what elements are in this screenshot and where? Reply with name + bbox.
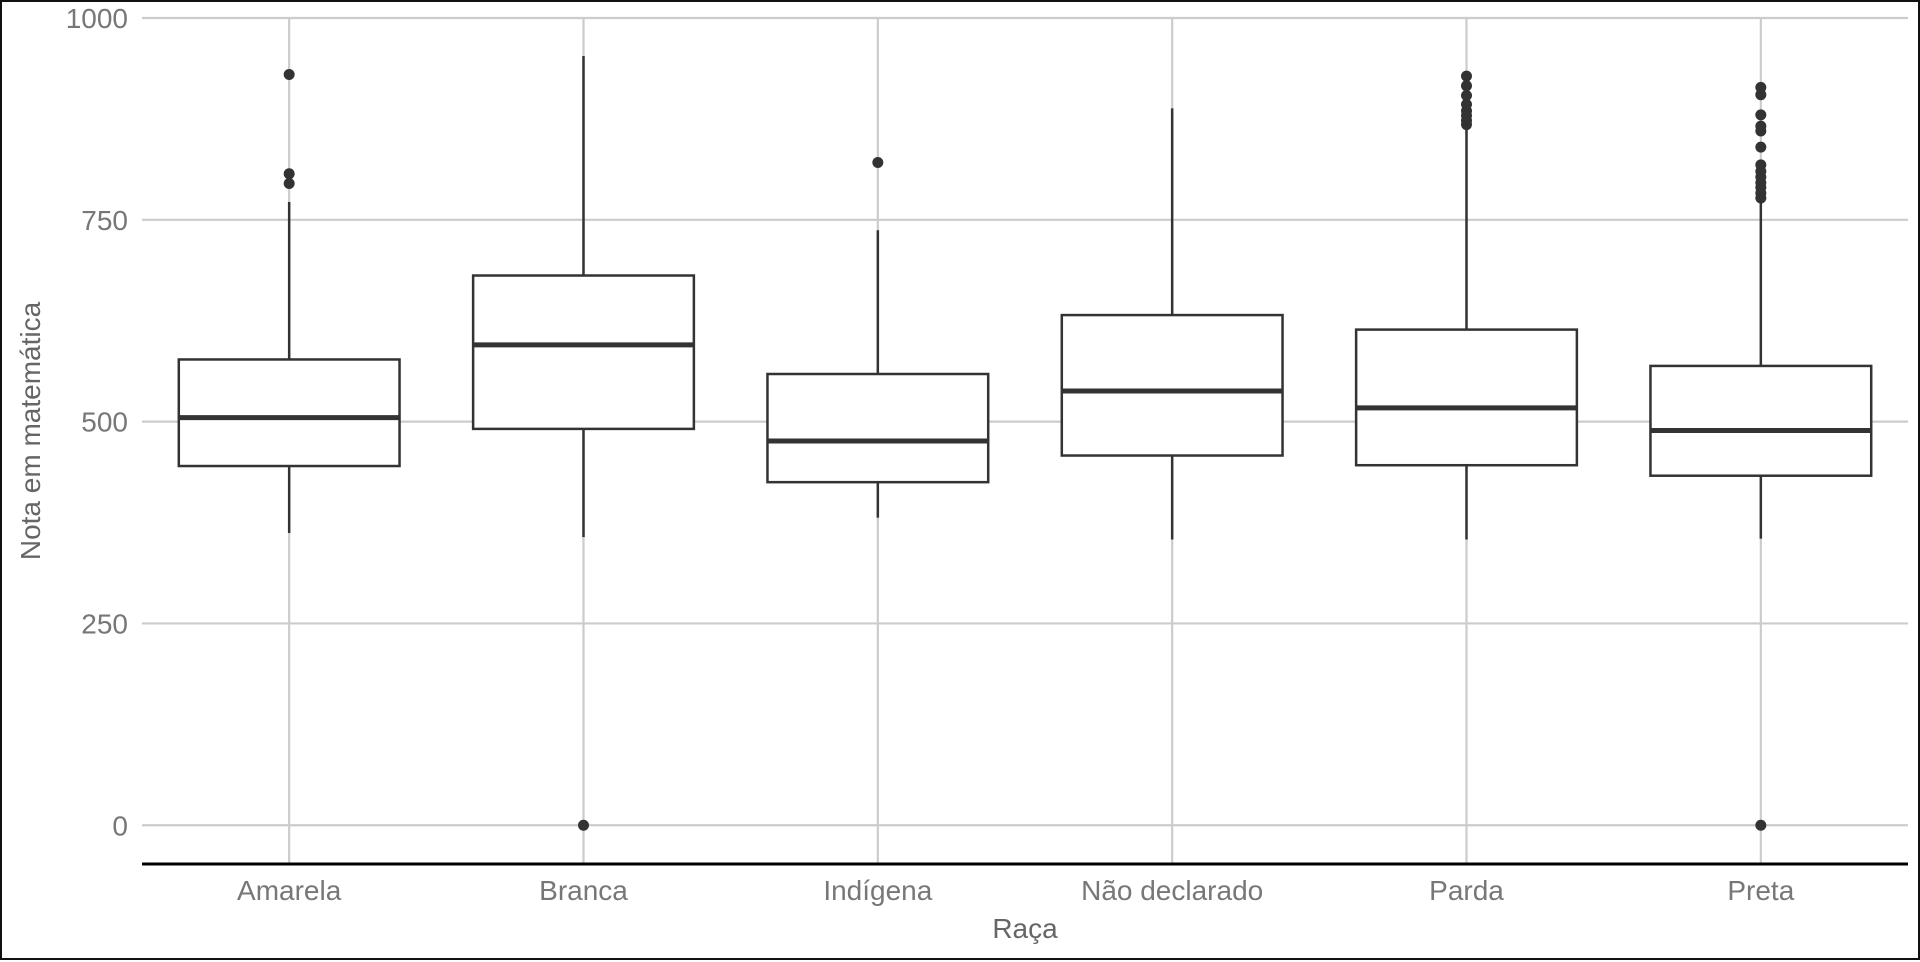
x-axis-title: Raça xyxy=(992,913,1058,944)
y-tick-label: 500 xyxy=(81,407,128,438)
outlier-point xyxy=(1461,80,1472,92)
box-iqr xyxy=(1060,313,1284,457)
outlier-point xyxy=(872,156,884,168)
x-tick-label: Não declarado xyxy=(1081,875,1263,906)
box-iqr xyxy=(177,358,401,468)
x-tick-label: Amarela xyxy=(237,875,342,906)
y-axis-title: Nota em matemática xyxy=(15,301,46,560)
y-tick-label: 0 xyxy=(112,810,128,841)
y-tick-label: 750 xyxy=(81,205,128,236)
outlier-point xyxy=(283,69,295,81)
outlier-point xyxy=(283,177,295,189)
outlier-point xyxy=(1755,109,1767,121)
box-iqr xyxy=(1649,364,1873,477)
box-iqr xyxy=(1354,328,1579,467)
x-tick-label: Indígena xyxy=(823,875,932,906)
box-iqr xyxy=(766,372,990,484)
outlier-point xyxy=(1755,159,1767,171)
x-tick-label: Parda xyxy=(1429,875,1504,906)
outlier-point xyxy=(1755,141,1767,153)
outlier-point xyxy=(578,819,589,831)
outlier-point xyxy=(1755,819,1767,831)
outlier-point xyxy=(1461,89,1472,101)
outlier-point xyxy=(1755,120,1767,132)
y-tick-label: 250 xyxy=(81,608,128,639)
outlier-point xyxy=(1461,70,1472,82)
outlier-point xyxy=(283,168,295,180)
x-tick-label: Preta xyxy=(1727,875,1794,906)
outlier-point xyxy=(1461,98,1472,110)
outlier-point xyxy=(1755,81,1767,93)
box-iqr xyxy=(471,274,696,431)
y-tick-label: 1000 xyxy=(66,3,128,34)
x-tick-label: Branca xyxy=(539,875,628,906)
